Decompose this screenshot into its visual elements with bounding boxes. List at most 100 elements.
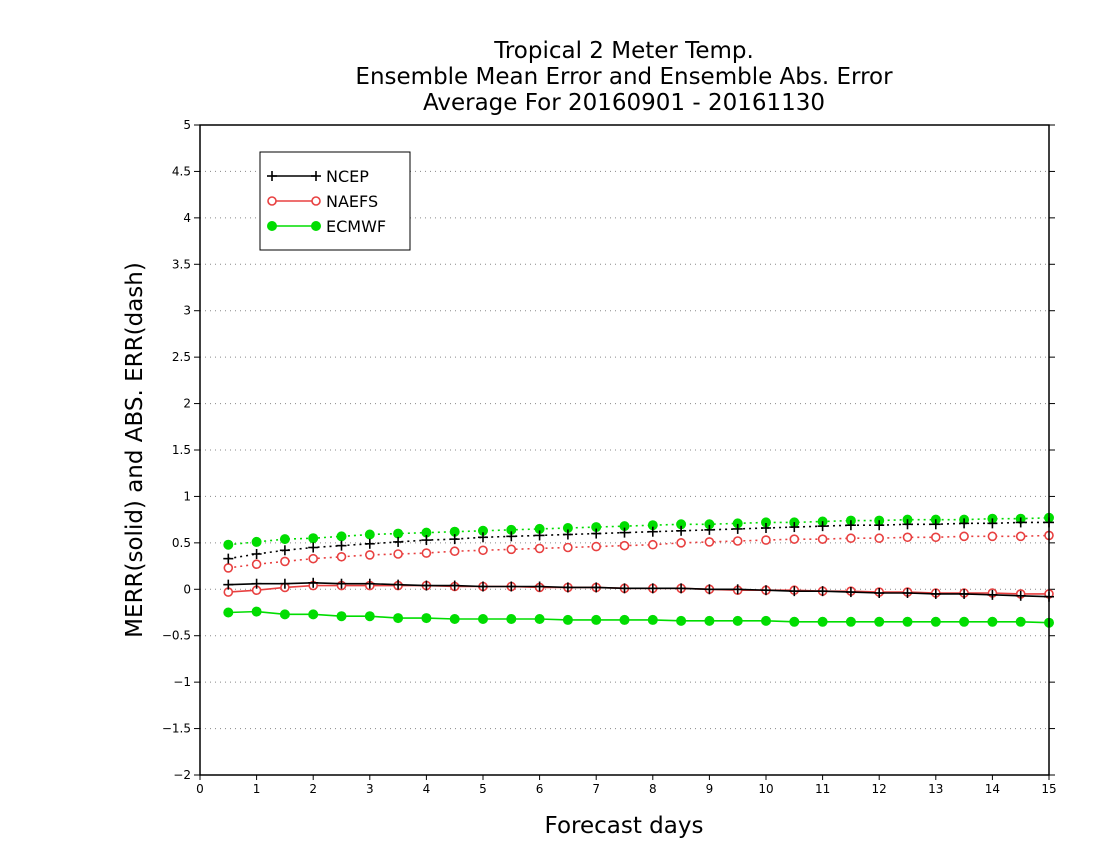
data-point-plus <box>251 549 262 559</box>
y-tick-label: 4.5 <box>172 164 191 178</box>
x-tick-label: 4 <box>423 782 431 796</box>
series <box>223 512 1054 628</box>
data-point-filled-circle <box>279 534 290 545</box>
data-point-plus <box>364 538 375 549</box>
data-point-filled-circle <box>393 528 404 539</box>
data-point-open-circle <box>563 542 573 553</box>
legend: NCEP NAEFS ECMWF <box>259 151 411 251</box>
data-point-plus <box>817 586 828 597</box>
series-ncep <box>223 517 1054 602</box>
data-point-open-circle <box>987 531 998 542</box>
data-point-plus <box>421 535 432 546</box>
x-tick-label: 10 <box>758 782 773 796</box>
data-point-plus <box>449 580 460 591</box>
data-point-plus <box>1015 590 1026 601</box>
data-point-filled-circle <box>761 615 771 626</box>
data-point-filled-circle <box>279 609 290 620</box>
data-point-plus <box>364 578 375 589</box>
data-point-open-circle <box>959 531 969 542</box>
y-tick-label: 1.5 <box>172 443 191 457</box>
data-point-open-circle <box>393 549 403 559</box>
x-tick-label: 13 <box>928 782 943 796</box>
data-point-open-circle <box>280 556 290 567</box>
data-point-plus <box>789 586 800 597</box>
data-point-filled-circle <box>421 613 432 624</box>
data-point-open-circle <box>732 536 743 546</box>
data-point-filled-circle <box>364 529 375 540</box>
data-point-open-circle <box>267 196 277 206</box>
data-point-plus <box>789 522 800 533</box>
data-point-filled-circle <box>267 221 277 231</box>
data-point-filled-circle <box>874 616 885 627</box>
data-point-filled-circle <box>449 614 460 624</box>
data-point-filled-circle <box>251 536 262 547</box>
x-tick-label: 9 <box>706 782 714 796</box>
data-point-open-circle <box>449 546 460 557</box>
data-point-open-circle <box>817 534 828 544</box>
data-point-plus <box>591 582 602 593</box>
chart-title: Tropical 2 Meter Temp. Ensemble Mean Err… <box>355 38 893 116</box>
data-point-filled-circle <box>364 611 375 622</box>
legend-label: ECMWF <box>326 217 386 236</box>
data-point-open-circle <box>902 532 913 543</box>
x-tick-label: 6 <box>536 782 544 796</box>
data-point-open-circle <box>364 550 375 560</box>
data-point-filled-circle <box>845 616 856 627</box>
data-point-plus <box>308 577 319 588</box>
data-point-plus <box>267 171 277 181</box>
data-point-plus <box>393 536 404 547</box>
title-line-2: Ensemble Mean Error and Ensemble Abs. Er… <box>355 64 893 90</box>
x-tick-label: 12 <box>872 782 887 796</box>
data-point-plus <box>591 528 602 539</box>
data-point-plus <box>930 519 941 530</box>
data-point-plus <box>562 529 573 540</box>
data-point-filled-circle <box>562 614 573 625</box>
data-point-plus <box>874 520 885 531</box>
data-point-open-circle <box>478 545 488 556</box>
data-point-plus <box>647 583 658 594</box>
data-point-plus <box>251 578 262 589</box>
data-point-plus <box>619 583 630 594</box>
x-tick-label: 7 <box>592 782 600 796</box>
data-point-filled-circle <box>902 616 913 627</box>
data-point-plus <box>817 521 828 532</box>
x-tick-label: 0 <box>196 782 204 796</box>
data-point-filled-circle <box>987 616 998 627</box>
y-tick-label: −1 <box>173 675 191 689</box>
data-point-plus <box>732 584 743 595</box>
y-tick-label: 2.5 <box>172 350 191 364</box>
data-point-filled-circle <box>959 616 970 627</box>
data-point-filled-circle <box>308 533 319 544</box>
x-tick-label: 3 <box>366 782 374 796</box>
data-point-open-circle <box>336 551 347 562</box>
y-tick-label: 2 <box>183 397 191 411</box>
data-point-open-circle <box>761 535 771 545</box>
y-tick-label: 1 <box>183 489 191 503</box>
data-point-open-circle <box>619 540 630 551</box>
data-point-filled-circle <box>534 614 545 624</box>
data-point-filled-circle <box>506 614 517 624</box>
data-point-plus <box>311 171 321 181</box>
y-tick-label: 0 <box>183 582 191 596</box>
data-point-plus <box>987 589 998 600</box>
data-point-filled-circle <box>619 614 630 625</box>
axis-ticks: −2−1.5−1−0.500.511.522.533.544.550 1 2 3 4 5 6… <box>162 118 1057 796</box>
data-point-plus <box>761 585 771 596</box>
legend-item-ecmwf: ECMWF <box>267 217 386 236</box>
data-point-open-circle <box>647 539 658 550</box>
data-point-plus <box>704 524 715 535</box>
data-point-filled-circle <box>478 614 488 624</box>
data-point-plus <box>619 527 630 538</box>
data-point-open-circle <box>930 532 941 543</box>
data-point-plus <box>308 542 319 553</box>
data-point-open-circle <box>506 544 517 555</box>
data-point-open-circle <box>1015 531 1026 542</box>
data-point-open-circle <box>421 548 432 558</box>
y-tick-label: 3.5 <box>172 257 191 271</box>
data-point-plus <box>845 520 856 531</box>
data-point-plus <box>704 584 715 595</box>
data-point-filled-circle <box>647 614 658 625</box>
data-point-plus <box>959 518 970 529</box>
data-point-plus <box>336 578 347 589</box>
